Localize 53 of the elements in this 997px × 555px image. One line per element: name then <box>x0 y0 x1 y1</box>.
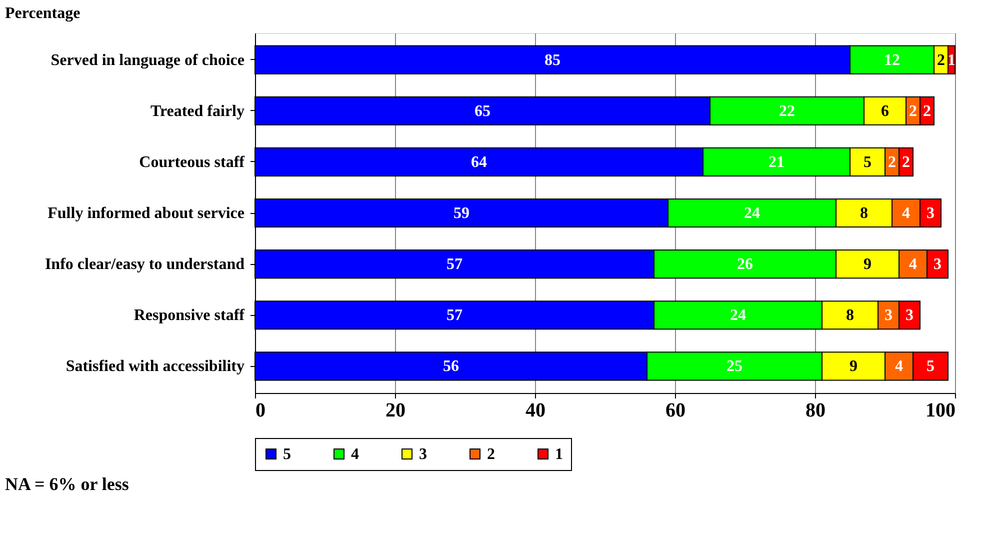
data-label: 2 <box>909 102 917 120</box>
data-label: 25 <box>726 358 742 376</box>
data-label: 12 <box>884 52 900 69</box>
y-tick-label: Served in language of choice <box>50 52 244 69</box>
text: NA = 6% or less <box>5 474 129 494</box>
data-label: 5 <box>926 358 934 376</box>
data-label: 57 <box>446 256 462 274</box>
data-label: 24 <box>730 307 746 324</box>
data-label: 4 <box>902 205 910 222</box>
data-label: 8 <box>860 205 868 222</box>
data-label: 57 <box>446 307 462 324</box>
y-tick-label: Fully informed about service <box>48 205 244 222</box>
data-label: 56 <box>443 358 459 376</box>
data-label: 22 <box>779 102 795 120</box>
y-tick-label: Responsive staff <box>134 307 246 324</box>
legend-label: 2 <box>487 446 495 463</box>
x-tick-label: 80 <box>806 400 826 422</box>
data-label: 85 <box>544 52 560 69</box>
data-label: 24 <box>744 205 760 222</box>
data-label: 4 <box>909 256 917 274</box>
data-label: 2 <box>888 154 896 171</box>
x-tick-label: 100 <box>926 400 956 422</box>
data-label: 3 <box>906 307 914 324</box>
data-label: 9 <box>850 358 858 376</box>
y-tick-label: Courteous staff <box>139 154 246 171</box>
legend-label: 4 <box>351 446 359 463</box>
text: Percentage <box>5 5 80 22</box>
y-tick-label: Satisfied with accessibility <box>66 358 244 376</box>
data-label: 3 <box>926 205 934 222</box>
data-label: 9 <box>864 256 872 274</box>
legend-label: 5 <box>283 446 291 463</box>
data-label: 26 <box>737 256 753 274</box>
data-label: 2 <box>937 52 945 69</box>
data-label: 65 <box>474 102 490 120</box>
x-tick-label: 60 <box>666 400 686 422</box>
x-tick-label: 40 <box>526 400 546 422</box>
data-label: 3 <box>934 256 942 274</box>
data-label: 4 <box>895 358 903 376</box>
legend-label: 1 <box>555 446 563 463</box>
legend-label: 3 <box>419 446 427 463</box>
data-label: 59 <box>454 205 470 222</box>
data-label: 2 <box>902 154 910 171</box>
data-label: 5 <box>864 154 872 171</box>
data-label: 6 <box>881 102 889 120</box>
data-label: 3 <box>884 307 892 324</box>
y-tick-label: Info clear/easy to understand <box>44 256 245 274</box>
data-label: 64 <box>471 154 487 171</box>
data-label: 2 <box>923 102 931 120</box>
data-label: 8 <box>846 307 854 324</box>
y-tick-label: Treated fairly <box>150 102 244 120</box>
data-label: 21 <box>768 154 784 171</box>
x-tick-label: 20 <box>386 400 406 422</box>
x-tick-label: 0 <box>256 400 266 422</box>
